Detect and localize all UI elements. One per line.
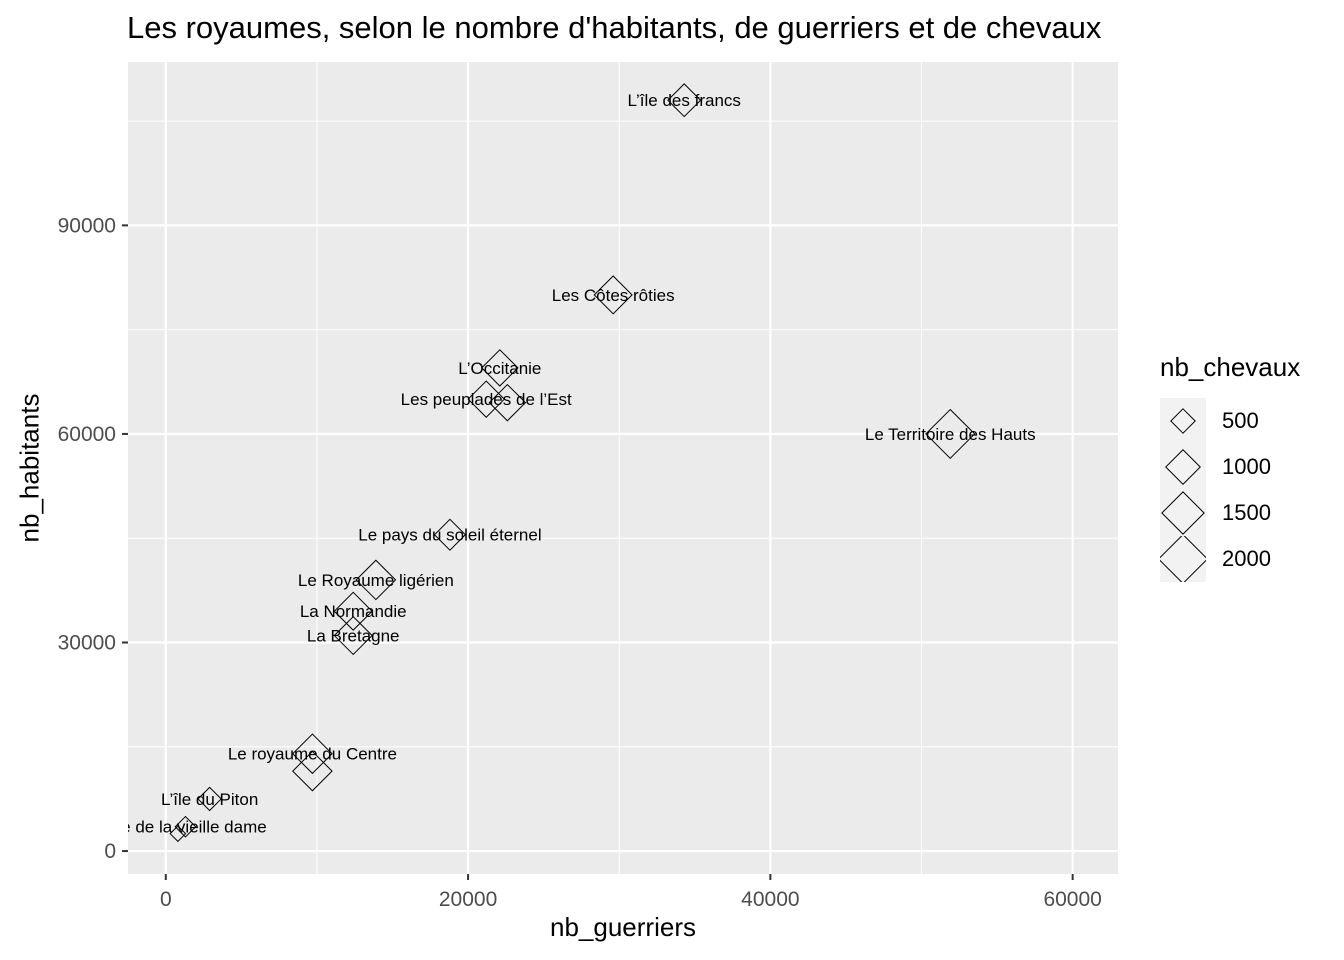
data-point-label: Les peuplades de l’Est [401, 390, 572, 409]
x-tick-label: 20000 [439, 888, 497, 911]
chart-title: Les royaumes, selon le nombre d'habitant… [127, 10, 1102, 45]
x-axis-label: nb_guerriers [550, 912, 696, 942]
data-point-diamond [197, 786, 222, 812]
x-tick-label: 40000 [741, 888, 799, 911]
x-tick-label: 0 [160, 888, 172, 911]
data-point-label: Le pays du soleil éternel [358, 526, 541, 545]
legend-key [1157, 533, 1209, 585]
x-tick-label: 60000 [1043, 888, 1101, 911]
data-point-label: Le royaume du Centre [228, 745, 397, 764]
data-point-diamond [333, 615, 373, 656]
data-point-diamond [355, 559, 397, 601]
data-point-diamond [593, 275, 633, 315]
legend-key [1160, 490, 1206, 536]
legend-diamond-icon [1157, 533, 1209, 585]
legend-key [1160, 444, 1206, 490]
data-point-label: Le Territoire des Hauts [865, 425, 1036, 444]
data-point-diamond [925, 408, 976, 460]
legend-label: 2000 [1222, 546, 1271, 571]
size-legend: nb_chevaux 500 1000 1500 2000 [1157, 352, 1301, 585]
y-axis-label: nb_habitants [14, 393, 45, 543]
data-point-label: Les Côtes rôties [552, 286, 675, 305]
plot-panel [128, 62, 1118, 874]
data-point-label: L’Occitanie [458, 359, 541, 378]
data-point-label: …e de la vieille dame [104, 818, 267, 837]
legend-diamond-icon [1165, 449, 1201, 485]
legend-title: nb_chevaux [1160, 352, 1301, 382]
data-point-label: Le Royaume ligérien [298, 571, 454, 590]
y-tick-label: 30000 [58, 631, 116, 654]
legend-key [1160, 398, 1206, 444]
data-point-diamond [433, 518, 467, 551]
data-point-diamond [174, 815, 197, 838]
data-point-diamond [292, 750, 333, 792]
legend-label: 1500 [1222, 500, 1271, 525]
data-point-diamond [333, 591, 373, 631]
data-point-label: L’île du Piton [161, 790, 258, 809]
legend-label: 500 [1222, 408, 1259, 433]
data-point-diamond [292, 733, 333, 775]
data-point-diamond [169, 825, 187, 843]
data-point-diamond [667, 83, 702, 118]
y-tick-label: 0 [104, 840, 116, 863]
legend-diamond-icon [1170, 408, 1196, 434]
data-point-diamond [481, 349, 519, 387]
y-tick-label: 60000 [58, 423, 116, 446]
data-point-label: La Bretagne [307, 627, 400, 646]
legend-label: 1000 [1222, 454, 1271, 479]
legend-diamond-icon [1161, 491, 1205, 535]
data-point-label: La Normandie [300, 602, 407, 621]
data-point-label: L’île des francs [628, 91, 741, 110]
data-point-diamond [488, 383, 527, 422]
y-tick-label: 90000 [58, 214, 116, 237]
